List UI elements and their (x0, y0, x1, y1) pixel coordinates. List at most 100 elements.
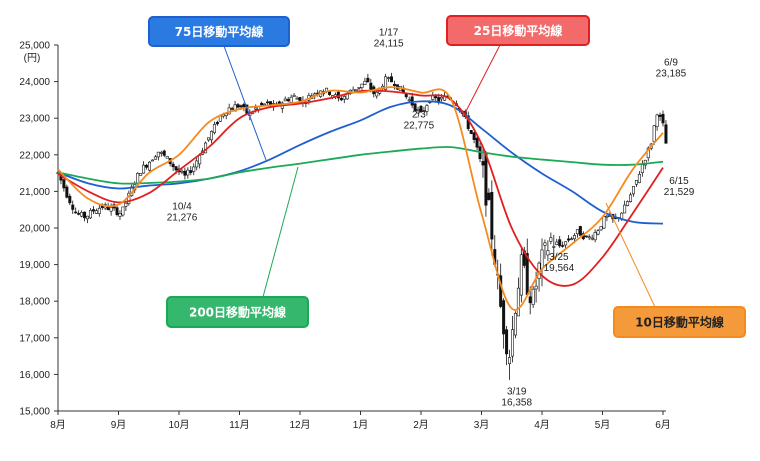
annotation-value: 23,185 (656, 68, 687, 79)
candle-body (354, 89, 358, 92)
x-tick-label: 4月 (534, 419, 550, 431)
candle-body (186, 169, 190, 176)
candle-body (505, 329, 509, 355)
candle-body (159, 152, 163, 154)
candle-body (121, 206, 125, 216)
candle-body (83, 211, 87, 219)
candle-body (91, 209, 95, 212)
candle-body (65, 186, 69, 198)
candle-body (392, 83, 396, 86)
x-tick-label: 2月 (413, 419, 429, 431)
candle-body (71, 204, 75, 210)
candle-body (295, 97, 299, 100)
candle-body (80, 212, 84, 217)
label-text: 25日移動平均線 (474, 23, 563, 38)
candle-body (313, 93, 317, 96)
candle-body (634, 180, 638, 185)
candle-body (124, 202, 128, 207)
label-box (166, 296, 309, 328)
candle-body (587, 236, 591, 239)
candle-body (97, 207, 101, 214)
y-tick-label: 21,000 (19, 187, 50, 198)
x-tick-label: 10月 (168, 419, 189, 431)
x-tick-label: 12月 (289, 419, 310, 431)
candle-body (387, 77, 391, 79)
candle-body (147, 161, 151, 171)
candle-body (198, 155, 202, 165)
axes: 15,000 16,000 17,000 18,000 19,000 20,000 21,0… (19, 41, 670, 432)
x-tick-label: 11月 (229, 419, 249, 431)
candle-body (631, 186, 635, 195)
candle-body (561, 245, 565, 247)
candle-body (136, 172, 140, 184)
candle-body (195, 160, 199, 168)
moving-average-lines (57, 86, 664, 311)
candle-body (369, 82, 373, 90)
candle-body (502, 300, 506, 335)
candle-body (189, 170, 193, 173)
candle-body (516, 287, 520, 317)
candle-body (209, 131, 213, 141)
y-tick-label: 23,000 (19, 114, 50, 125)
candle-body (475, 137, 479, 148)
candle-body (590, 237, 594, 240)
candle-body (623, 204, 627, 214)
candle-body (655, 114, 659, 128)
candle-body (266, 101, 270, 104)
candle-body (546, 250, 550, 256)
x-tick-label: 6月 (655, 419, 671, 431)
y-tick-label: 17,000 (19, 333, 50, 344)
leader-line (605, 202, 656, 308)
candle-body (487, 192, 491, 200)
candle-body (519, 254, 523, 296)
candle-body (156, 151, 160, 158)
candle-body (230, 108, 234, 110)
candle-body (472, 132, 476, 140)
candle-body (389, 76, 393, 83)
candle-body (339, 97, 343, 101)
candle-body (437, 97, 441, 102)
annotation-date: 1/17 (379, 27, 399, 38)
candle-body (289, 96, 293, 103)
candle-body (404, 94, 408, 98)
label-box (613, 306, 746, 338)
y-tick-label: 18,000 (19, 297, 50, 308)
candle-body (658, 114, 662, 117)
annotation-date: 3/25 (549, 252, 569, 263)
label-text: 10日移動平均線 (635, 315, 724, 330)
candle-body (410, 96, 414, 106)
candle-body (162, 150, 166, 156)
candle-body (640, 164, 644, 173)
candle-body (599, 226, 603, 231)
annotation-date: 6/9 (664, 57, 678, 68)
candle-body (94, 210, 98, 214)
candle-body (605, 215, 609, 218)
candle-body (602, 216, 606, 229)
candle-body (260, 102, 264, 106)
ma-line-2 (57, 89, 664, 287)
candle-body (555, 241, 559, 245)
candle-body (513, 313, 517, 336)
candle-body (564, 241, 568, 246)
candle-body (77, 213, 81, 215)
candle-body (239, 105, 243, 108)
candle-body (543, 242, 547, 246)
candle-body (150, 159, 154, 162)
ma-line-0 (57, 100, 664, 225)
y-tick-label: 22,000 (19, 150, 50, 161)
candle-body (570, 238, 574, 241)
leader-line (223, 45, 267, 161)
candle-body (88, 209, 92, 219)
annotation-date: 10/4 (172, 201, 192, 212)
annotation-value: 16,358 (501, 397, 532, 408)
candle-body (593, 232, 597, 241)
annotation-value: 24,115 (374, 38, 404, 49)
candle-body (118, 213, 122, 217)
y-tick-label: 19,000 (19, 260, 50, 271)
candle-body (419, 105, 423, 113)
candle-body (413, 103, 417, 111)
candle-body (68, 195, 72, 204)
candle-body (416, 108, 420, 111)
candle-body (407, 99, 411, 102)
